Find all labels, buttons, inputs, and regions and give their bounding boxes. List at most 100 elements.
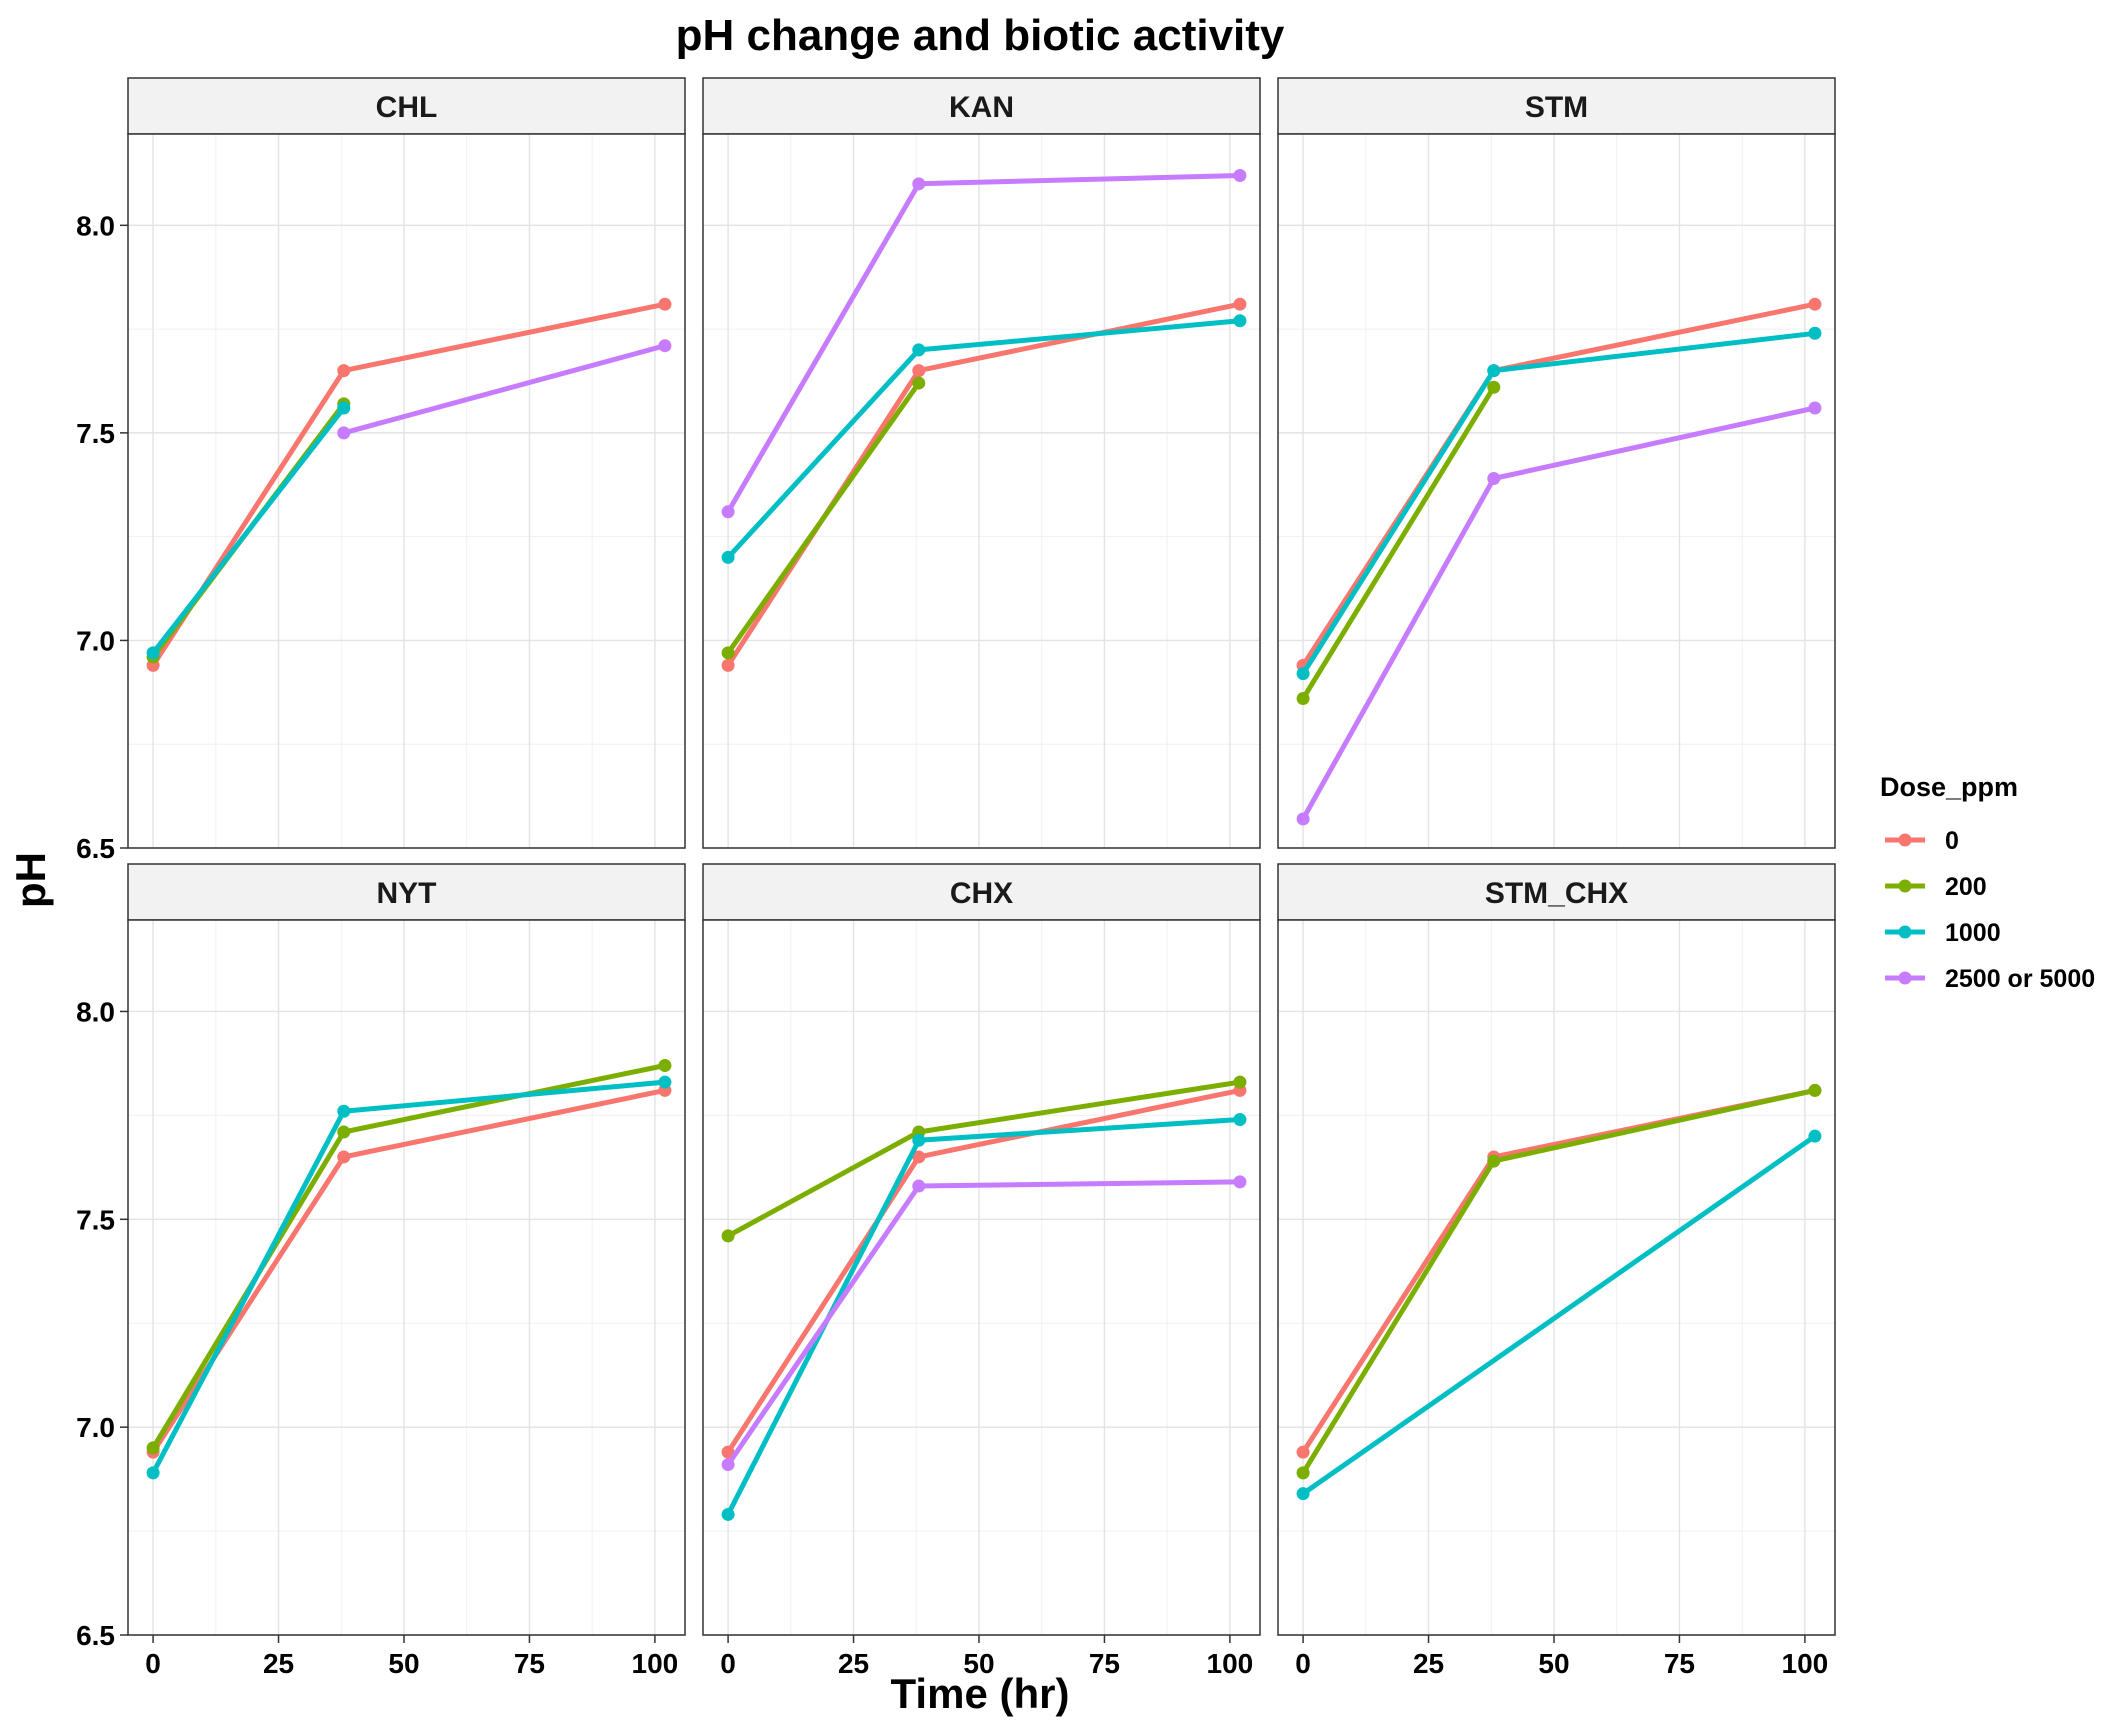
- x-tick-label: 25: [838, 1648, 869, 1679]
- legend-label: 2500 or 5000: [1945, 965, 2095, 993]
- data-point: [1233, 1175, 1247, 1189]
- facet-strip-label: STM: [1525, 91, 1588, 124]
- y-axis-title: pH: [7, 852, 54, 908]
- data-point: [1233, 169, 1247, 183]
- legend-key-point: [1898, 879, 1912, 893]
- x-tick-label: 50: [388, 1648, 419, 1679]
- series-line: [1301, 1134, 1817, 1496]
- x-tick-label: 50: [1538, 1648, 1569, 1679]
- facet-strip: [702, 77, 1261, 135]
- panel-stm_chx: STM_CHX 0 25 50 75 100: [1277, 863, 1836, 1679]
- plot-background: [128, 920, 685, 1635]
- legend-key-point: [1898, 833, 1912, 847]
- panel-border: [127, 133, 686, 849]
- data-point: [1487, 472, 1501, 486]
- data-point: [721, 1507, 735, 1521]
- data-point: [912, 1150, 926, 1164]
- data-point: [1296, 692, 1310, 706]
- legend-label: 0: [1945, 827, 1959, 855]
- data-point: [912, 1179, 926, 1193]
- x-tick-label: 0: [720, 1648, 736, 1679]
- series-line: [343, 343, 666, 436]
- data-point: [337, 401, 351, 415]
- plot-background: [1278, 134, 1835, 848]
- legend-key-point: [1898, 925, 1912, 939]
- legend-key-point: [1898, 971, 1912, 985]
- data-point: [912, 1133, 926, 1147]
- facet-strip-label: CHL: [376, 91, 438, 124]
- data-point: [721, 1458, 735, 1472]
- y-tick-label: 7.5: [76, 1204, 115, 1235]
- legend-label: 200: [1945, 873, 1987, 901]
- data-point: [721, 1229, 735, 1243]
- data-point: [658, 1075, 672, 1089]
- panel-border: [1277, 133, 1836, 849]
- data-point: [337, 364, 351, 378]
- data-point: [1296, 1445, 1310, 1459]
- legend: Dose_ppm 0 200 1000 2500 or 5000: [1880, 772, 2095, 993]
- legend-item: 0: [1885, 827, 1959, 855]
- data-point: [658, 339, 672, 353]
- plot-background: [1278, 920, 1835, 1635]
- panel-nyt: NYT 6.5 7.0 7.5 8.0 0 25 50 75 100: [76, 863, 686, 1679]
- data-point: [337, 1104, 351, 1118]
- y-tick-label: 8.0: [76, 210, 115, 241]
- facet-strip: [127, 863, 686, 921]
- x-tick-label: 25: [1413, 1648, 1444, 1679]
- facet-strip-label: NYT: [377, 877, 437, 910]
- data-point: [912, 343, 926, 357]
- legend-title: Dose_ppm: [1880, 772, 2018, 802]
- data-point: [1233, 1075, 1247, 1089]
- data-point: [1487, 380, 1501, 394]
- legend-item: 2500 or 5000: [1885, 965, 2095, 993]
- legend-item: 1000: [1885, 919, 2001, 947]
- data-point: [1487, 364, 1501, 378]
- data-point: [658, 297, 672, 311]
- x-tick-label: 75: [514, 1648, 545, 1679]
- facet-panels: CHL 6.5 7.0 7.5 8.0 KAN STM NYT 6.5 7.0 7.5 8.0 0 25 5…: [76, 77, 1836, 1679]
- data-point: [912, 364, 926, 378]
- series-line: [726, 381, 921, 655]
- facet-strip-label: STM_CHX: [1485, 877, 1628, 910]
- plot-background: [128, 134, 685, 848]
- data-point: [721, 550, 735, 564]
- data-point: [912, 177, 926, 191]
- y-tick-label: 7.5: [76, 418, 115, 449]
- facet-strip: [1277, 863, 1836, 921]
- x-tick-label: 0: [1295, 1648, 1311, 1679]
- data-point: [1296, 1487, 1310, 1501]
- panel-border: [1277, 919, 1836, 1636]
- y-tick-label: 8.0: [76, 996, 115, 1027]
- data-point: [1296, 667, 1310, 681]
- data-point: [1296, 812, 1310, 826]
- plot-background: [703, 920, 1260, 1635]
- facet-strip: [702, 863, 1261, 921]
- data-point: [337, 426, 351, 440]
- x-tick-label: 100: [632, 1648, 679, 1679]
- y-tick-label: 6.5: [76, 1620, 115, 1651]
- data-point: [1808, 1083, 1822, 1097]
- legend-label: 1000: [1945, 919, 2001, 947]
- x-tick-label: 75: [1089, 1648, 1120, 1679]
- data-point: [912, 376, 926, 390]
- data-point: [146, 1466, 160, 1480]
- data-point: [658, 1058, 672, 1072]
- facet-strip: [127, 77, 686, 135]
- data-point: [1233, 314, 1247, 328]
- data-point: [337, 1125, 351, 1139]
- data-point: [1808, 297, 1822, 311]
- data-point: [1233, 297, 1247, 311]
- panel-border: [702, 919, 1261, 1636]
- data-point: [721, 658, 735, 672]
- data-point: [1808, 401, 1822, 415]
- x-tick-label: 100: [1207, 1648, 1254, 1679]
- data-point: [721, 1445, 735, 1459]
- panel-chx: CHX 0 25 50 75 100: [702, 863, 1261, 1679]
- y-tick-label: 7.0: [76, 625, 115, 656]
- panel-chl: CHL 6.5 7.0 7.5 8.0: [76, 77, 686, 864]
- data-point: [1233, 1113, 1247, 1127]
- panel-border: [127, 919, 686, 1636]
- chart-title: pH change and biotic activity: [676, 11, 1285, 60]
- data-point: [1808, 326, 1822, 340]
- x-axis-title: Time (hr): [891, 1670, 1070, 1717]
